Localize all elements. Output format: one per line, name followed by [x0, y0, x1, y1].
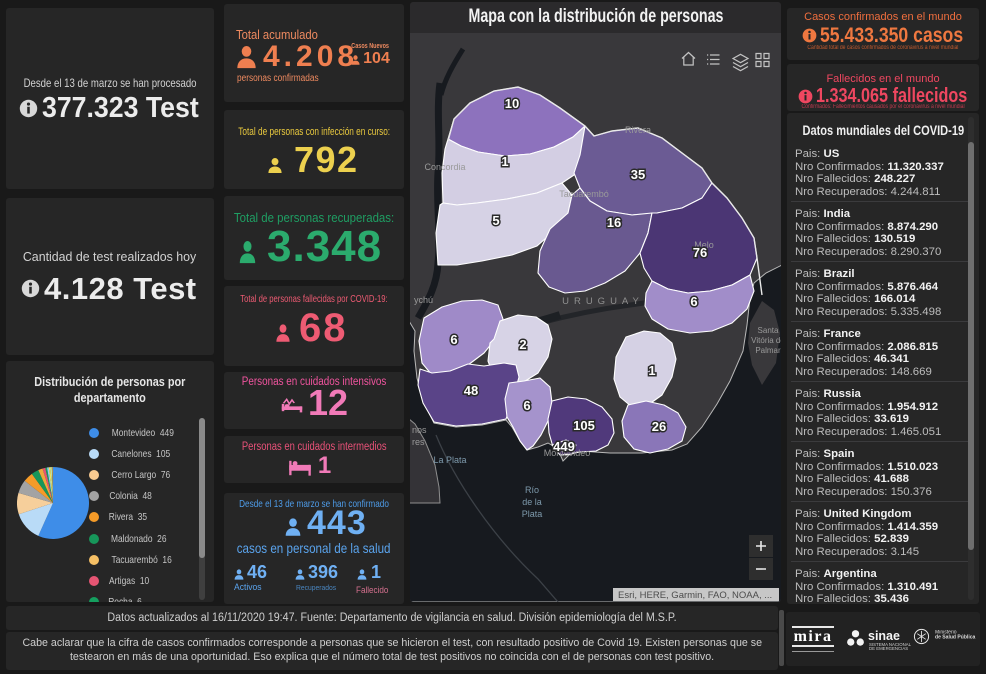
svg-text:449: 449 — [553, 439, 575, 454]
svg-text:nos: nos — [412, 425, 427, 435]
svg-text:6: 6 — [523, 398, 530, 413]
svg-text:10: 10 — [505, 96, 519, 111]
svg-text:76: 76 — [693, 245, 707, 260]
svg-text:Esri, HERE, Garmin, FAO, NOAA,: Esri, HERE, Garmin, FAO, NOAA, ... — [618, 590, 772, 601]
svg-text:Río: Río — [525, 485, 539, 495]
svg-text:6: 6 — [450, 332, 457, 347]
svg-text:Montevideo: Montevideo — [544, 448, 591, 458]
svg-text:105: 105 — [573, 418, 595, 433]
svg-text:Palmar: Palmar — [755, 346, 781, 355]
svg-text:6: 6 — [690, 294, 697, 309]
svg-text:Tacuarembó: Tacuarembó — [559, 189, 609, 199]
svg-text:35: 35 — [631, 167, 645, 182]
svg-text:1: 1 — [648, 363, 655, 378]
svg-text:2: 2 — [519, 337, 526, 352]
svg-text:Concordia: Concordia — [424, 162, 465, 172]
svg-text:5: 5 — [492, 213, 499, 228]
svg-text:48: 48 — [464, 383, 478, 398]
svg-text:Vitória do: Vitória do — [751, 336, 781, 345]
svg-text:Melo: Melo — [694, 240, 714, 250]
svg-text:res: res — [412, 437, 425, 447]
svg-text:URUGUAY: URUGUAY — [562, 296, 644, 307]
svg-text:Rivera: Rivera — [625, 125, 651, 135]
svg-text:de la: de la — [522, 497, 542, 507]
svg-text:La Plata: La Plata — [433, 455, 466, 465]
svg-text:Plata: Plata — [522, 509, 543, 519]
svg-text:26: 26 — [652, 419, 666, 434]
svg-text:Santa: Santa — [758, 326, 779, 335]
svg-text:16: 16 — [607, 215, 621, 230]
svg-text:ychú: ychú — [414, 295, 433, 305]
svg-text:1: 1 — [501, 154, 508, 169]
